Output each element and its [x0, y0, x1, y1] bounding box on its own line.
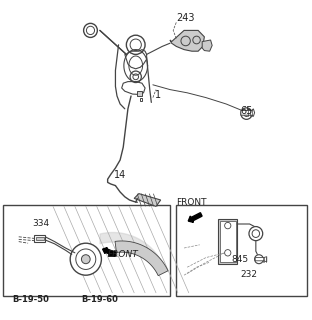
Circle shape	[252, 230, 260, 237]
Polygon shape	[125, 50, 147, 69]
Polygon shape	[255, 257, 267, 262]
Polygon shape	[202, 40, 212, 51]
Polygon shape	[137, 91, 142, 96]
Circle shape	[70, 243, 101, 275]
Polygon shape	[122, 82, 145, 94]
Polygon shape	[115, 241, 168, 276]
Text: B-19-50: B-19-50	[12, 295, 49, 304]
Text: 65: 65	[240, 106, 253, 116]
Polygon shape	[134, 194, 161, 206]
Polygon shape	[241, 109, 255, 116]
FancyArrow shape	[188, 213, 202, 222]
Text: 14: 14	[114, 170, 126, 180]
Text: FRONT: FRONT	[108, 250, 139, 259]
Text: 243: 243	[176, 13, 195, 23]
Text: 334: 334	[33, 219, 50, 228]
Text: 1: 1	[154, 90, 161, 100]
Polygon shape	[34, 235, 45, 242]
Circle shape	[225, 222, 231, 229]
Polygon shape	[108, 251, 115, 256]
Circle shape	[249, 227, 263, 241]
Circle shape	[76, 249, 96, 269]
Circle shape	[81, 255, 90, 264]
Bar	[176, 205, 307, 296]
Text: B-19-60: B-19-60	[81, 295, 118, 304]
FancyArrow shape	[103, 248, 116, 256]
Polygon shape	[36, 237, 44, 240]
Text: FRONT: FRONT	[176, 198, 207, 207]
Polygon shape	[218, 219, 237, 264]
Polygon shape	[170, 30, 204, 51]
Text: 232: 232	[240, 270, 257, 279]
Polygon shape	[140, 98, 142, 101]
Bar	[3, 205, 170, 296]
Circle shape	[255, 255, 263, 264]
Text: 845: 845	[231, 255, 248, 264]
Polygon shape	[220, 221, 236, 262]
Circle shape	[225, 250, 231, 256]
